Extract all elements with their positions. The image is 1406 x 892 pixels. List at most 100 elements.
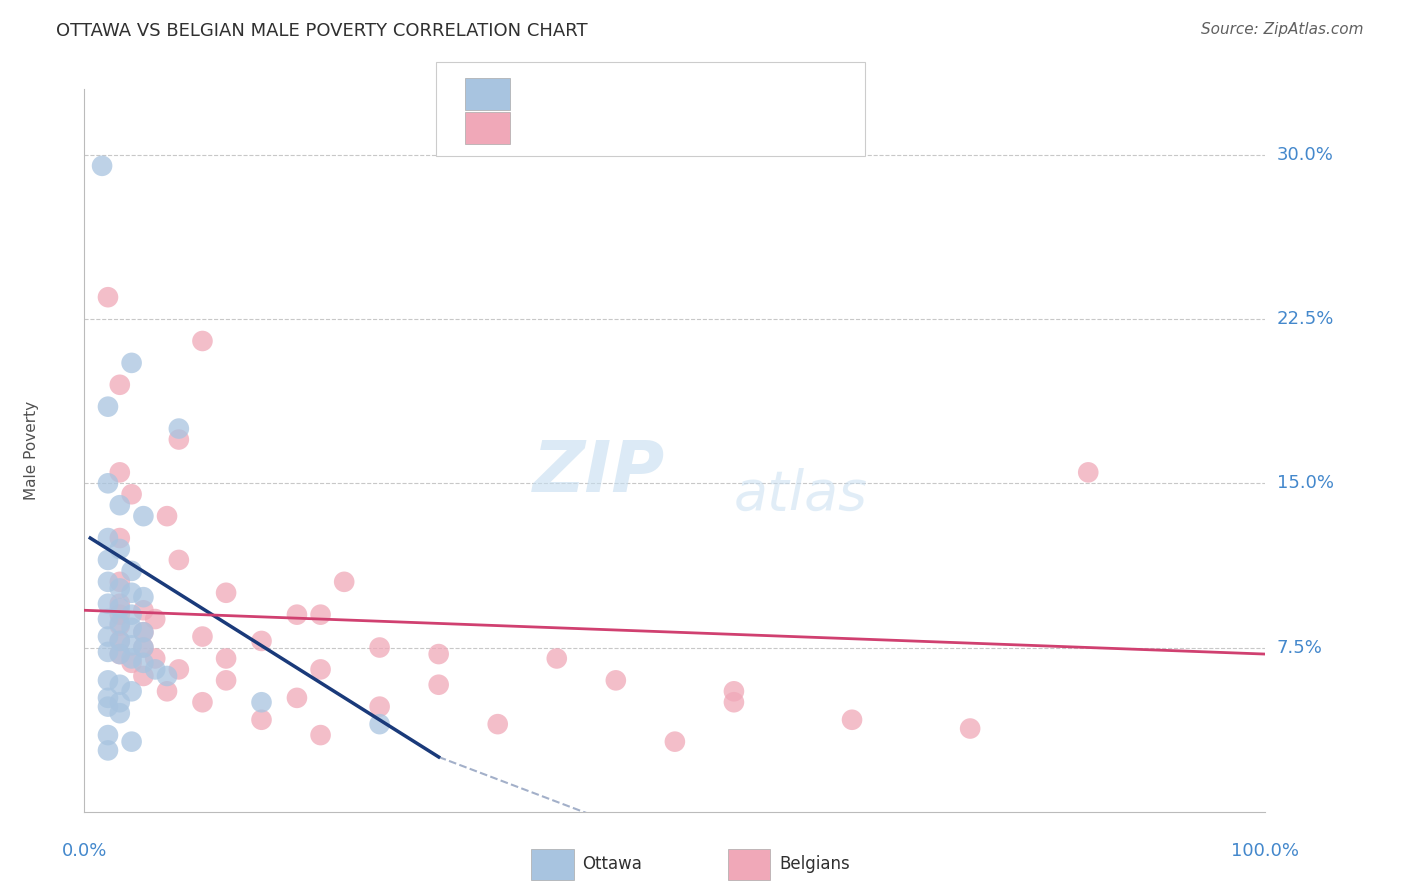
Point	[215, 651, 238, 665]
Point	[368, 717, 391, 731]
Point	[121, 487, 143, 501]
Point	[97, 597, 120, 611]
Point	[132, 590, 155, 604]
Point	[121, 607, 143, 622]
Point	[121, 684, 143, 698]
Text: 0.0%: 0.0%	[62, 842, 107, 860]
Point	[91, 159, 114, 173]
Text: ZIP: ZIP	[533, 438, 665, 507]
Point	[309, 728, 332, 742]
Point	[191, 630, 214, 644]
Point	[108, 695, 131, 709]
Text: 22.5%: 22.5%	[1277, 310, 1334, 328]
Text: Ottawa: Ottawa	[582, 855, 643, 873]
Text: 15.0%: 15.0%	[1277, 475, 1333, 492]
Point	[108, 601, 131, 615]
Point	[167, 553, 190, 567]
Point	[959, 722, 981, 736]
Point	[121, 651, 143, 665]
Point	[723, 695, 745, 709]
Point	[132, 625, 155, 640]
Point	[121, 638, 143, 652]
Point	[309, 662, 332, 676]
Text: R = -0.321: R = -0.321	[524, 85, 621, 103]
Point	[108, 531, 131, 545]
Point	[108, 706, 131, 721]
Point	[427, 678, 450, 692]
Point	[132, 640, 155, 655]
Point	[546, 651, 568, 665]
Point	[108, 466, 131, 480]
Point	[250, 695, 273, 709]
Point	[191, 334, 214, 348]
Point	[108, 678, 131, 692]
Point	[108, 582, 131, 596]
Point	[215, 673, 238, 688]
Point	[167, 421, 190, 435]
Point	[108, 647, 131, 661]
Point	[143, 662, 166, 676]
Point	[132, 669, 155, 683]
Point	[156, 509, 179, 524]
Point	[250, 634, 273, 648]
Point	[132, 509, 155, 524]
Point	[108, 647, 131, 661]
Point	[1077, 466, 1099, 480]
Text: Male Poverty: Male Poverty	[24, 401, 39, 500]
Point	[108, 607, 131, 622]
Point	[108, 498, 131, 512]
Point	[132, 603, 155, 617]
Text: atlas: atlas	[734, 467, 868, 521]
Point	[108, 541, 131, 556]
Text: 7.5%: 7.5%	[1277, 639, 1323, 657]
Point	[97, 630, 120, 644]
Point	[167, 662, 190, 676]
Point	[121, 356, 143, 370]
Point	[723, 684, 745, 698]
Point	[97, 476, 120, 491]
Point	[143, 612, 166, 626]
Text: 100.0%: 100.0%	[1232, 842, 1299, 860]
Point	[143, 651, 166, 665]
Text: OTTAWA VS BELGIAN MALE POVERTY CORRELATION CHART: OTTAWA VS BELGIAN MALE POVERTY CORRELATI…	[56, 22, 588, 40]
Point	[605, 673, 627, 688]
Point	[97, 673, 120, 688]
Point	[215, 586, 238, 600]
Point	[333, 574, 356, 589]
Point	[664, 734, 686, 748]
Point	[121, 564, 143, 578]
Point	[97, 728, 120, 742]
Point	[368, 640, 391, 655]
Point	[309, 607, 332, 622]
Point	[108, 616, 131, 631]
Point	[156, 684, 179, 698]
Point	[285, 690, 308, 705]
Point	[427, 647, 450, 661]
Point	[97, 574, 120, 589]
Point	[486, 717, 509, 731]
Text: Belgians: Belgians	[779, 855, 849, 873]
Text: Source: ZipAtlas.com: Source: ZipAtlas.com	[1201, 22, 1364, 37]
Point	[97, 531, 120, 545]
Point	[121, 586, 143, 600]
Text: 30.0%: 30.0%	[1277, 146, 1333, 164]
Point	[132, 625, 155, 640]
Point	[368, 699, 391, 714]
Point	[121, 734, 143, 748]
Point	[108, 634, 131, 648]
Point	[121, 621, 143, 635]
Text: N = 50: N = 50	[655, 119, 728, 137]
Point	[97, 743, 120, 757]
Point	[97, 612, 120, 626]
Point	[132, 640, 155, 655]
Point	[191, 695, 214, 709]
Point	[108, 618, 131, 632]
Point	[97, 290, 120, 304]
Point	[285, 607, 308, 622]
Point	[108, 634, 131, 648]
Point	[108, 377, 131, 392]
Point	[97, 553, 120, 567]
Point	[132, 656, 155, 670]
Point	[156, 669, 179, 683]
Point	[97, 400, 120, 414]
